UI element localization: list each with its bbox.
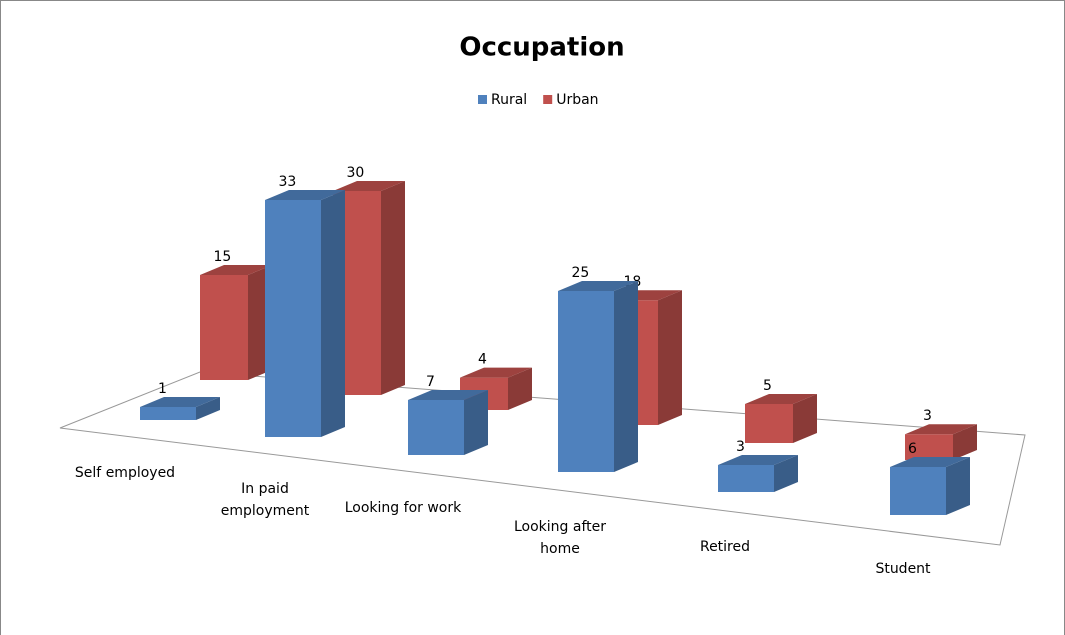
bar <box>558 281 638 472</box>
x-tick-label: Student <box>875 561 931 577</box>
bar-front <box>408 400 464 455</box>
x-tick-label: In paid employment <box>220 481 310 519</box>
legend-label: Urban <box>556 92 598 108</box>
legend-swatch <box>478 95 487 104</box>
bar-front <box>745 404 793 443</box>
bar-side <box>381 181 405 395</box>
value-label: 15 <box>213 249 231 265</box>
bar-side <box>946 457 970 515</box>
bar-front <box>140 407 196 420</box>
bar-side <box>793 394 817 443</box>
bar-side <box>464 390 488 455</box>
bar-front <box>905 434 953 460</box>
bar <box>265 190 345 437</box>
value-label: 5 <box>763 378 772 394</box>
bar-front <box>200 275 248 380</box>
legend-swatch <box>543 95 553 104</box>
bar-top <box>333 181 405 191</box>
bar-top <box>745 394 817 404</box>
value-label: 7 <box>426 374 435 390</box>
bar-front <box>718 465 774 492</box>
bar-top <box>558 281 638 291</box>
bar-side <box>658 290 682 425</box>
bar-front <box>265 200 321 437</box>
bar-top <box>460 367 532 378</box>
bar <box>408 390 488 455</box>
chart-title: Occupation <box>459 33 624 63</box>
bar <box>890 457 970 515</box>
bar <box>905 424 977 460</box>
bar-side <box>953 424 977 460</box>
bar-side <box>321 190 345 437</box>
bar <box>140 397 220 420</box>
bar-front <box>890 467 946 515</box>
bar-front <box>558 291 614 472</box>
bar-top <box>890 457 970 467</box>
bar-top <box>200 265 272 275</box>
value-label: 3 <box>736 439 745 455</box>
bar-top <box>905 424 977 435</box>
bar <box>745 394 817 443</box>
legend-label: Rural <box>491 92 527 108</box>
x-tick-label: Retired <box>699 539 751 555</box>
x-tick-label: Looking after home <box>513 519 606 557</box>
bar-top <box>140 397 220 407</box>
value-label: 30 <box>346 165 364 181</box>
bar <box>718 455 798 492</box>
bar-side <box>774 455 798 492</box>
bar-side <box>196 397 220 420</box>
value-label: 33 <box>278 174 296 190</box>
value-label: 1 <box>158 381 167 397</box>
bar-top <box>718 455 798 465</box>
value-label: 3 <box>923 408 932 424</box>
bar-side <box>614 281 638 472</box>
bar <box>200 265 272 380</box>
value-label: 4 <box>478 352 487 368</box>
value-label: 25 <box>571 265 589 281</box>
x-tick-label: Looking for work <box>344 500 462 516</box>
bar-side <box>508 367 532 410</box>
x-tick-label: Self employed <box>74 465 176 481</box>
value-label: 6 <box>908 441 917 457</box>
bar-top <box>265 190 345 200</box>
bar-top <box>408 390 488 400</box>
